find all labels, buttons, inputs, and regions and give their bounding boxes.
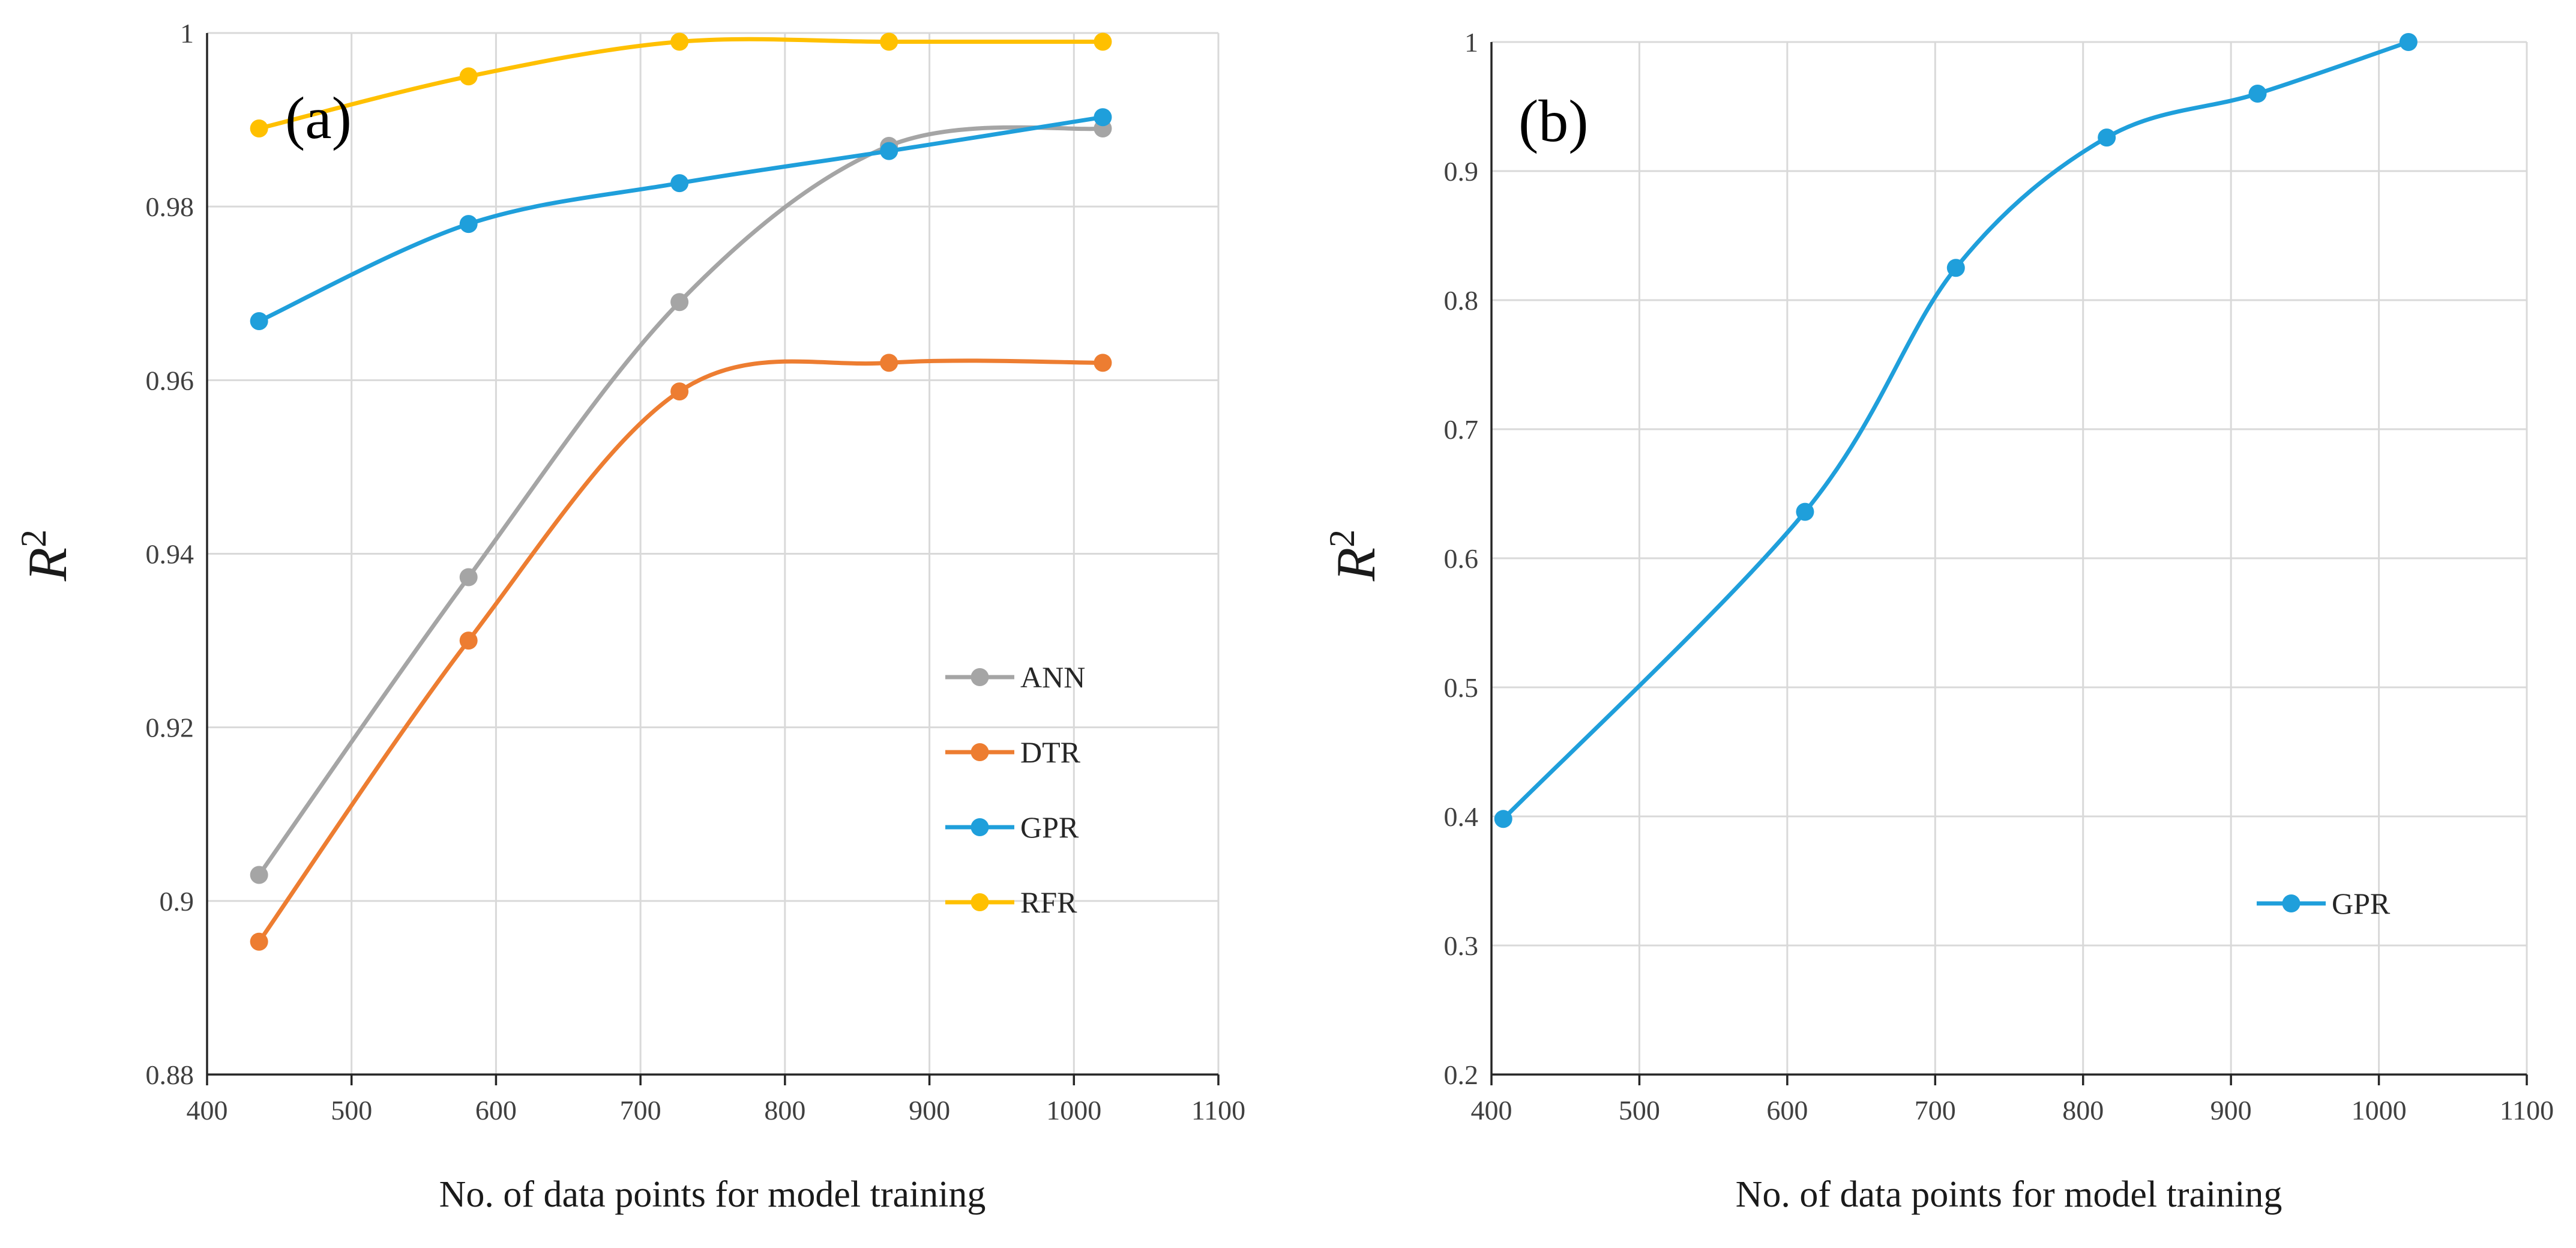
legend-swatch-marker — [971, 818, 989, 836]
y-tick-label: 0.7 — [1444, 414, 1479, 445]
legend-label: GPR — [1020, 810, 1079, 844]
data-point — [1094, 354, 1112, 372]
data-point — [459, 568, 478, 586]
x-axis-label: No. of data points for model training — [439, 1174, 986, 1215]
data-point — [250, 119, 268, 138]
x-tick-label: 800 — [764, 1095, 805, 1126]
y-tick-label: 0.96 — [146, 365, 194, 396]
y-axis-label: R2 — [14, 529, 78, 582]
series-dtr — [250, 354, 1112, 951]
data-point — [880, 142, 898, 160]
y-tick-label: 0.8 — [1444, 285, 1479, 316]
data-point — [1094, 108, 1112, 127]
x-tick-label: 900 — [2210, 1095, 2252, 1126]
legend-swatch-marker — [971, 743, 989, 761]
data-point — [459, 67, 478, 86]
y-tick-label: 1 — [180, 18, 194, 49]
legend-label: DTR — [1020, 735, 1081, 769]
data-point — [670, 382, 689, 401]
x-tick-label: 600 — [475, 1095, 517, 1126]
series-line — [257, 358, 1105, 944]
y-axis-label: R2 — [1322, 529, 1386, 582]
legend-label: ANN — [1020, 660, 1085, 694]
legend-entry-gpr: GPR — [2257, 887, 2391, 920]
panel-a: 0.88 0.9 0.92 0.94 0.96 0.98 1 400 500 600 700 800 9… — [14, 18, 1245, 1215]
data-point — [2248, 85, 2267, 103]
data-point — [1494, 810, 1512, 828]
y-tick-label: 0.9 — [160, 886, 194, 917]
y-tick-label: 0.92 — [146, 713, 194, 743]
x-axis-label: No. of data points for model training — [1736, 1174, 2283, 1215]
x-tick-label: 700 — [1915, 1095, 1956, 1126]
data-point — [1946, 259, 1965, 277]
legend-entry-dtr: DTR — [945, 735, 1081, 769]
y-tick-label: 1 — [1464, 27, 1478, 58]
y-tick-label: 0.2 — [1444, 1060, 1479, 1090]
legend-entry-ann: ANN — [945, 660, 1085, 694]
x-tick-label: 400 — [187, 1095, 228, 1126]
legend-entry-gpr: GPR — [945, 810, 1079, 844]
y-tick-label: 0.5 — [1444, 672, 1479, 703]
legend-swatch-marker — [971, 893, 989, 911]
data-point — [670, 32, 689, 51]
y-tick-label: 0.98 — [146, 191, 194, 222]
x-tick-label: 900 — [909, 1095, 950, 1126]
data-point — [880, 354, 898, 372]
data-point — [459, 215, 478, 234]
series-rfr — [250, 32, 1112, 138]
y-tick-label: 0.9 — [1444, 156, 1479, 187]
panel-b: 0.2 0.3 0.4 0.5 0.6 0.7 0.8 0.9 1 400 500 600 700 800… — [1322, 27, 2554, 1215]
series-gpr — [1494, 33, 2418, 828]
panel-label: (a) — [285, 85, 352, 151]
data-point — [250, 312, 268, 331]
legend-swatch-marker — [2282, 894, 2301, 912]
x-tick-label: 500 — [331, 1095, 372, 1126]
x-tick-label: 400 — [1471, 1095, 1512, 1126]
x-tick-label: 700 — [620, 1095, 661, 1126]
data-point — [670, 293, 689, 312]
data-point — [2399, 33, 2418, 51]
data-point — [250, 866, 268, 884]
data-point — [2098, 128, 2116, 147]
y-tick-label: 0.94 — [146, 539, 194, 570]
legend-label: GPR — [2332, 887, 2391, 920]
series-gpr — [250, 108, 1112, 331]
x-tick-label: 1000 — [2352, 1095, 2407, 1126]
x-tick-label: 1000 — [1046, 1095, 1101, 1126]
data-point — [1796, 502, 1814, 521]
legend-swatch-marker — [971, 668, 989, 686]
series-ann — [250, 119, 1112, 884]
x-tick-label: 800 — [2062, 1095, 2104, 1126]
data-point — [670, 174, 689, 193]
data-point — [880, 32, 898, 51]
data-point — [250, 932, 268, 951]
panel-label: (b) — [1518, 88, 1589, 154]
legend-label: RFR — [1020, 885, 1077, 919]
data-point — [459, 632, 478, 650]
y-tick-label: 0.3 — [1444, 930, 1479, 961]
x-tick-label: 600 — [1766, 1095, 1808, 1126]
x-tick-label: 1100 — [2500, 1095, 2554, 1126]
x-tick-label: 1100 — [1191, 1095, 1245, 1126]
data-point — [1094, 32, 1112, 51]
y-tick-label: 0.88 — [146, 1060, 194, 1090]
series-line — [257, 125, 1105, 877]
y-tick-label: 0.4 — [1444, 801, 1479, 832]
x-tick-label: 500 — [1619, 1095, 1660, 1126]
y-tick-label: 0.6 — [1444, 543, 1479, 574]
legend-entry-rfr: RFR — [945, 885, 1077, 919]
